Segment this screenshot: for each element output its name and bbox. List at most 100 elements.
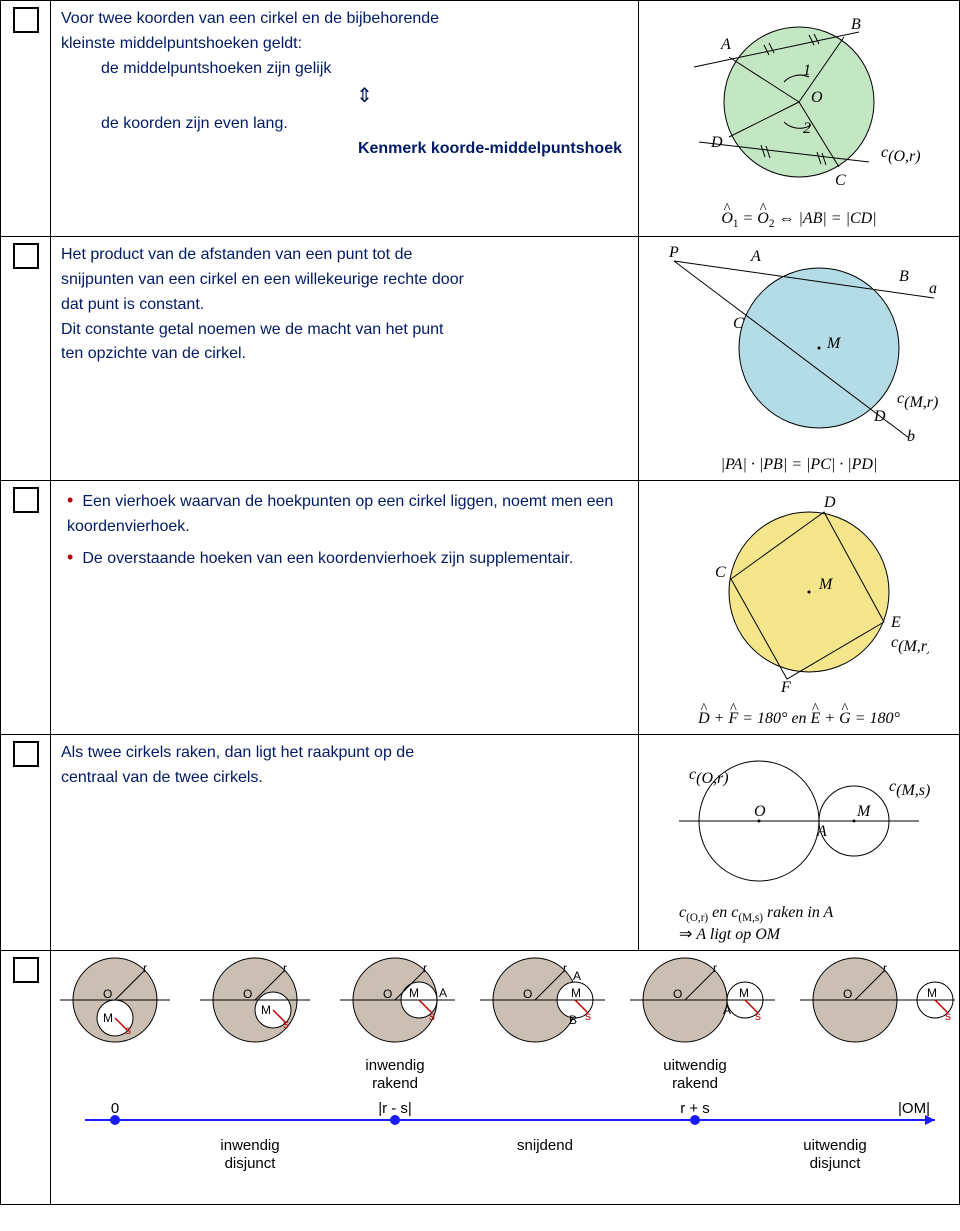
fig1-svg: A B C D O 1 2 c(O,r)	[669, 7, 929, 197]
r1-l2: kleinste middelpuntshoeken geldt:	[61, 35, 302, 52]
r1-l1: Voor twee koorden van een cirkel en de b…	[61, 10, 439, 27]
svg-text:s: s	[125, 1023, 131, 1037]
svg-text:D: D	[823, 494, 836, 511]
svg-text:A: A	[439, 986, 447, 1000]
svg-text:O: O	[103, 987, 112, 1001]
svg-text:uitwendig: uitwendig	[663, 1057, 726, 1074]
row3-text: Een vierhoek waarvan de hoekpunten op ee…	[51, 481, 639, 735]
r2-l5: ten opzichte van de cirkel.	[61, 345, 246, 362]
svg-text:disjunct: disjunct	[225, 1155, 277, 1172]
row1-text: Voor twee koorden van een cirkel en de b…	[51, 1, 639, 237]
svg-text:s: s	[429, 1009, 435, 1023]
svg-text:r: r	[283, 961, 287, 975]
svg-text:M: M	[927, 986, 937, 1000]
svg-text:r + s: r + s	[680, 1100, 710, 1117]
svg-text:A: A	[573, 969, 581, 983]
svg-text:M: M	[856, 803, 872, 820]
svg-text:B: B	[569, 1013, 577, 1027]
svg-text:A: A	[720, 36, 731, 53]
svg-text:b: b	[907, 428, 915, 443]
svg-text:disjunct: disjunct	[810, 1155, 862, 1172]
iff-symbol: ⇕	[101, 81, 628, 112]
svg-text:c(M,s): c(M,s)	[889, 778, 930, 799]
svg-text:O: O	[843, 987, 852, 1001]
svg-text:rakend: rakend	[672, 1075, 718, 1092]
bottom-cell: O M r s O M r s	[51, 951, 960, 1205]
svg-text:inwendig: inwendig	[365, 1057, 424, 1074]
svg-text:E: E	[890, 614, 901, 631]
svg-text:s: s	[585, 1009, 591, 1023]
bullet1: Een vierhoek waarvan de hoekpunten op ee…	[67, 487, 628, 540]
svg-text:c(O,r): c(O,r)	[881, 144, 921, 165]
svg-text:r: r	[423, 961, 427, 975]
svg-text:rakend: rakend	[372, 1075, 418, 1092]
svg-text:P: P	[668, 244, 679, 261]
fig1-cell: A B C D O 1 2 c(O,r) O1 = O2 ⇔ |AB| = |C…	[639, 1, 960, 237]
fig3-svg: M C D E F c(M,r)	[669, 487, 929, 697]
svg-text:inwendig: inwendig	[220, 1137, 279, 1154]
svg-text:s: s	[755, 1009, 761, 1023]
fig4-svg: O M A c(O,r) c(M,s)	[659, 741, 939, 891]
r2-l2: snijpunten van een cirkel en een willeke…	[61, 271, 464, 288]
svg-text:r: r	[883, 961, 887, 975]
svg-text:M: M	[826, 335, 842, 352]
svg-text:1: 1	[803, 62, 811, 79]
svg-text:O: O	[673, 987, 682, 1001]
svg-text:c(M,r): c(M,r)	[891, 634, 929, 655]
formula1: O1 = O2 ⇔ |AB| = |CD|	[649, 202, 949, 230]
svg-text:|r - s|: |r - s|	[378, 1100, 412, 1117]
svg-text:B: B	[899, 268, 909, 285]
fig2-svg: P A B C D M a b c(M,r)	[659, 243, 939, 443]
fig2-cell: P A B C D M a b c(M,r) |PA| · |PB| = |PC…	[639, 237, 960, 481]
svg-text:C: C	[835, 172, 846, 189]
svg-text:C: C	[715, 564, 726, 581]
r2-l1: Het product van de afstanden van een pun…	[61, 246, 412, 263]
svg-text:snijdend: snijdend	[517, 1137, 573, 1154]
svg-text:r: r	[713, 961, 717, 975]
svg-text:F: F	[780, 679, 791, 696]
svg-text:a: a	[929, 280, 937, 297]
checkbox-2[interactable]	[1, 237, 51, 481]
kenmerk: Kenmerk koorde-middelpuntshoek	[61, 137, 628, 162]
svg-text:M: M	[818, 576, 834, 593]
svg-text:M: M	[409, 986, 419, 1000]
svg-text:A: A	[816, 823, 827, 840]
svg-text:uitwendig: uitwendig	[803, 1137, 866, 1154]
svg-text:c(M,r): c(M,r)	[897, 390, 938, 411]
svg-text:C: C	[733, 315, 744, 332]
fig3-cell: M C D E F c(M,r) D + F = 180° en E + G =…	[639, 481, 960, 735]
svg-text:O: O	[523, 987, 532, 1001]
row4-text: Als twee cirkels raken, dan ligt het raa…	[51, 735, 639, 951]
svg-text:M: M	[739, 986, 749, 1000]
svg-text:D: D	[873, 408, 886, 425]
checkbox-5[interactable]	[1, 951, 51, 1205]
svg-text:A: A	[723, 1003, 731, 1017]
svg-text:O: O	[811, 89, 823, 106]
svg-text:M: M	[261, 1003, 271, 1017]
checkbox-3[interactable]	[1, 481, 51, 735]
svg-text:O: O	[754, 803, 766, 820]
svg-text:2: 2	[803, 120, 811, 137]
svg-text:A: A	[750, 248, 761, 265]
formula3: D + F = 180° en E + G = 180°	[649, 702, 949, 728]
svg-text:B: B	[851, 16, 861, 33]
r1-l4: de koorden zijn even lang.	[101, 115, 288, 132]
svg-text:O: O	[243, 987, 252, 1001]
svg-text:s: s	[945, 1009, 951, 1023]
svg-text:r: r	[143, 961, 147, 975]
checkbox-1[interactable]	[1, 1, 51, 237]
bullet2: De overstaande hoeken van een koordenvie…	[67, 544, 628, 572]
formula4: c(O,r) en c(M,s) raken in A ⇒ A ligt op …	[649, 896, 949, 944]
r1-l3: de middelpuntshoeken zijn gelijk	[101, 60, 331, 77]
checkbox-4[interactable]	[1, 735, 51, 951]
r4-l2: centraal van de twee cirkels.	[61, 769, 263, 786]
bottom-svg: O M r s O M r s	[55, 955, 955, 1195]
svg-text:s: s	[283, 1017, 289, 1031]
svg-text:O: O	[383, 987, 392, 1001]
svg-text:M: M	[103, 1011, 113, 1025]
r4-l1: Als twee cirkels raken, dan ligt het raa…	[61, 744, 414, 761]
row2-text: Het product van de afstanden van een pun…	[51, 237, 639, 481]
svg-text:|OM|: |OM|	[898, 1100, 930, 1117]
r2-l3: dat punt is constant.	[61, 296, 204, 313]
svg-text:c(O,r): c(O,r)	[689, 766, 729, 787]
